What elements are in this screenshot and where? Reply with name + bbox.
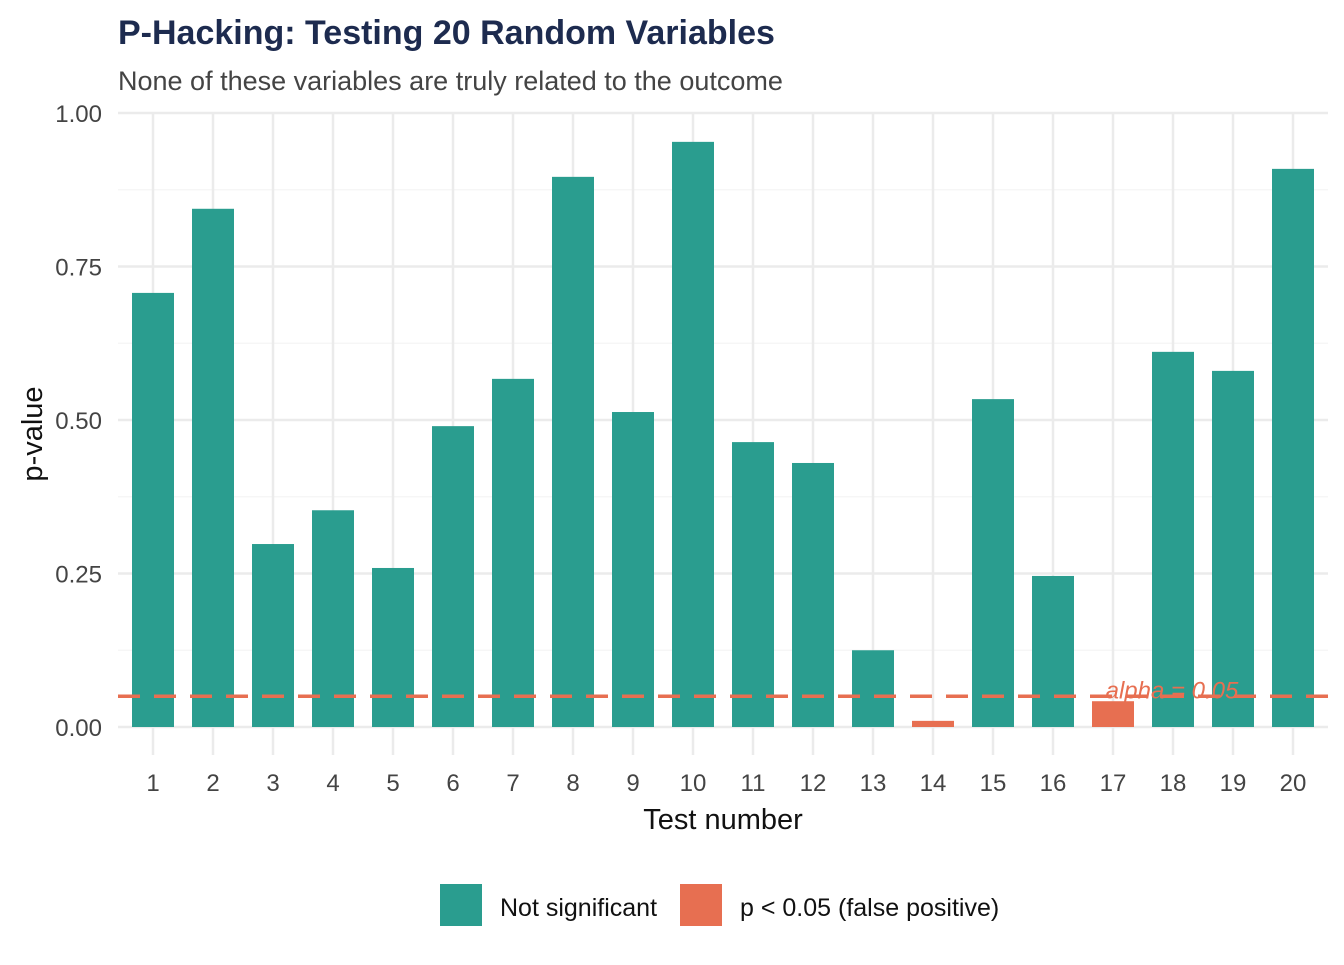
bar-test-9 (612, 412, 654, 727)
x-tick-label: 19 (1220, 770, 1247, 797)
x-tick-label: 14 (920, 770, 947, 797)
bar-test-3 (252, 544, 294, 727)
bar-test-4 (312, 510, 354, 727)
x-axis-label: Test number (643, 804, 803, 836)
x-tick-label: 16 (1040, 770, 1067, 797)
x-tick-label: 8 (566, 770, 579, 797)
x-tick-label: 5 (386, 770, 399, 797)
bar-test-18 (1152, 351, 1194, 727)
y-tick-label: 0.75 (55, 255, 102, 282)
bar-test-7 (492, 378, 534, 727)
x-tick-label: 10 (680, 770, 707, 797)
y-tick-label: 0.50 (55, 408, 102, 435)
bar-test-14 (912, 720, 954, 727)
bar-test-20 (1272, 168, 1314, 727)
x-tick-label: 11 (741, 770, 766, 797)
chart-subtitle: None of these variables are truly relate… (118, 66, 783, 96)
bar-test-13 (852, 650, 894, 727)
x-tick-label: 17 (1100, 770, 1127, 797)
legend-swatch-false-positive (680, 884, 722, 926)
x-tick-label: 2 (206, 770, 219, 797)
y-axis-ticks: 0.00 0.25 0.50 0.75 1.00 (55, 101, 102, 742)
bar-test-10 (672, 141, 714, 727)
legend-label-false-positive: p < 0.05 (false positive) (740, 894, 999, 922)
grid (118, 111, 1328, 755)
x-tick-label: 7 (506, 770, 519, 797)
bar-test-17 (1092, 701, 1134, 727)
alpha-threshold-label: alpha = 0.05 (1106, 677, 1239, 704)
bar-test-19 (1212, 370, 1254, 727)
x-tick-label: 12 (800, 770, 827, 797)
y-axis-label: p-value (17, 386, 49, 481)
legend-label-not-significant: Not significant (500, 894, 657, 922)
x-tick-label: 15 (980, 770, 1007, 797)
bars (132, 141, 1314, 727)
x-tick-label: 18 (1160, 770, 1187, 797)
x-tick-label: 4 (326, 770, 339, 797)
chart-title: P-Hacking: Testing 20 Random Variables (118, 14, 775, 52)
bar-test-15 (972, 399, 1014, 727)
y-tick-label: 0.00 (55, 715, 102, 742)
legend: Not significant p < 0.05 (false positive… (440, 884, 999, 926)
bar-test-2 (192, 208, 234, 727)
x-tick-label: 3 (266, 770, 279, 797)
bar-test-12 (792, 462, 834, 727)
bar-test-11 (732, 442, 774, 727)
y-tick-label: 0.25 (55, 562, 102, 589)
bar-test-1 (132, 292, 174, 727)
x-tick-label: 1 (146, 770, 159, 797)
x-tick-label: 20 (1280, 770, 1307, 797)
bar-test-6 (432, 426, 474, 727)
bar-test-5 (372, 567, 414, 727)
y-tick-label: 1.00 (55, 101, 102, 128)
x-tick-label: 9 (626, 770, 639, 797)
x-tick-label: 13 (860, 770, 887, 797)
bar-test-16 (1032, 575, 1074, 727)
bar-test-8 (552, 176, 594, 727)
x-axis-ticks: 1 2 3 4 5 6 7 8 9 10 11 12 13 14 15 16 17 18 19 20 (146, 770, 1306, 797)
legend-swatch-not-significant (440, 884, 482, 926)
x-tick-label: 6 (446, 770, 459, 797)
